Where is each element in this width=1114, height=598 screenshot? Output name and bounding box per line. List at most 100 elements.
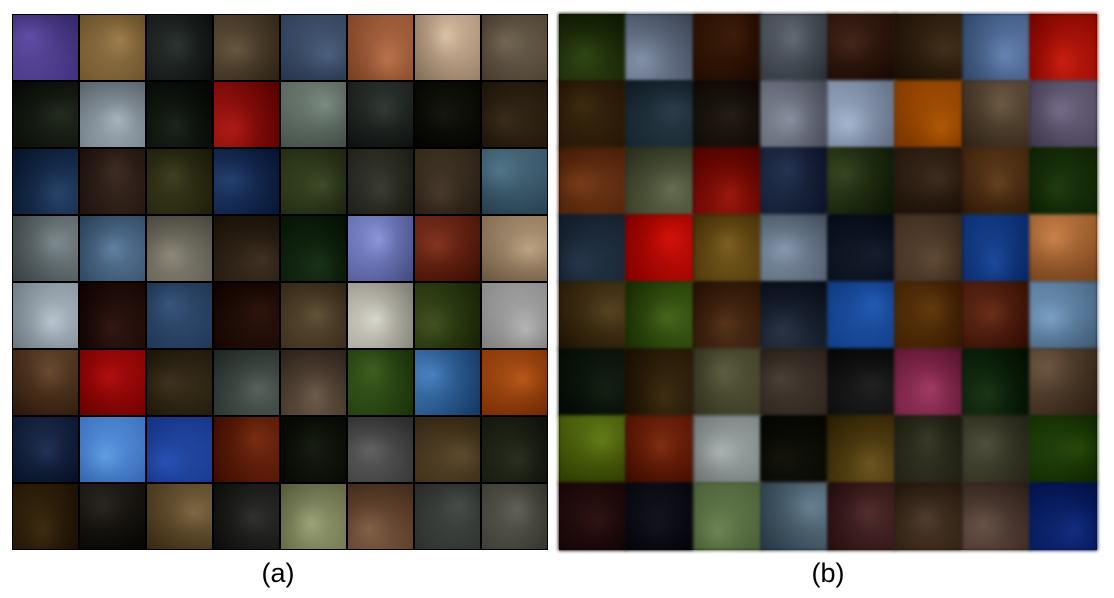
thumbnail-image: [961, 80, 1031, 149]
thumbnail-image: [80, 417, 145, 482]
thumbnail-image: [147, 216, 212, 281]
thumbnail-image: [827, 415, 896, 484]
thumbnail-image: [827, 348, 896, 417]
thumbnail-image: [625, 281, 695, 350]
thumbnail-image: [80, 484, 145, 549]
thumbnail-image: [13, 484, 78, 549]
thumbnail-image: [1029, 13, 1098, 82]
thumbnail-image: [827, 13, 896, 82]
thumbnail-image: [1029, 348, 1098, 417]
thumbnail-image: [482, 417, 547, 482]
thumbnail-image: [147, 15, 212, 80]
thumbnail-image: [281, 15, 346, 80]
thumbnail-image: [214, 417, 279, 482]
thumbnail-image: [214, 15, 279, 80]
thumbnail-image: [760, 13, 829, 82]
thumbnail-image: [692, 415, 762, 484]
thumbnail-image: [415, 350, 480, 415]
thumbnail-image: [558, 13, 627, 82]
thumbnail-image: [625, 348, 695, 417]
thumbnail-image: [80, 82, 145, 147]
thumbnail-image: [961, 348, 1031, 417]
thumbnail-image: [348, 283, 413, 348]
thumbnail-image: [692, 147, 762, 216]
thumbnail-image: [214, 484, 279, 549]
thumbnail-image: [894, 482, 964, 551]
thumbnail-image: [80, 149, 145, 214]
thumbnail-image: [894, 415, 964, 484]
thumbnail-image: [13, 82, 78, 147]
thumbnail-image: [827, 147, 896, 216]
thumbnail-image: [894, 214, 964, 283]
thumbnail-image: [894, 147, 964, 216]
thumbnail-image: [281, 350, 346, 415]
thumbnail-image: [894, 281, 964, 350]
thumbnail-image: [961, 147, 1031, 216]
thumbnail-image: [558, 348, 627, 417]
thumbnail-image: [760, 415, 829, 484]
thumbnail-image: [13, 283, 78, 348]
thumbnail-image: [348, 350, 413, 415]
thumbnail-image: [1029, 214, 1098, 283]
thumbnail-image: [13, 350, 78, 415]
thumbnail-image: [281, 484, 346, 549]
thumbnail-image: [348, 15, 413, 80]
thumbnail-image: [348, 82, 413, 147]
thumbnail-image: [894, 13, 964, 82]
thumbnail-image: [961, 13, 1031, 82]
thumbnail-image: [415, 82, 480, 147]
thumbnail-image: [894, 80, 964, 149]
thumbnail-image: [625, 482, 695, 551]
thumbnail-image: [1029, 415, 1098, 484]
thumbnail-image: [760, 80, 829, 149]
thumbnail-image: [760, 147, 829, 216]
thumbnail-image: [692, 482, 762, 551]
thumbnail-image: [1029, 281, 1098, 350]
thumbnail-image: [80, 350, 145, 415]
thumbnail-image: [692, 13, 762, 82]
thumbnail-image: [13, 15, 78, 80]
thumbnail-image: [482, 149, 547, 214]
thumbnail-image: [281, 216, 346, 281]
thumbnail-image: [625, 147, 695, 216]
thumbnail-image: [961, 281, 1031, 350]
thumbnail-image: [415, 15, 480, 80]
thumbnail-image: [13, 417, 78, 482]
thumbnail-image: [760, 214, 829, 283]
thumbnail-image: [625, 214, 695, 283]
thumbnail-image: [214, 82, 279, 147]
thumbnail-image: [281, 149, 346, 214]
thumbnail-image: [13, 149, 78, 214]
thumbnail-image: [482, 484, 547, 549]
thumbnail-image: [281, 283, 346, 348]
caption-a: (a): [261, 558, 295, 588]
thumbnail-image: [827, 214, 896, 283]
thumbnail-image: [558, 482, 627, 551]
caption-b: (b): [811, 558, 845, 588]
thumbnail-image: [692, 281, 762, 350]
thumbnail-image: [147, 417, 212, 482]
thumbnail-image: [147, 82, 212, 147]
thumbnail-image: [13, 216, 78, 281]
thumbnail-image: [214, 216, 279, 281]
thumbnail-image: [147, 283, 212, 348]
thumbnail-image: [415, 484, 480, 549]
thumbnail-image: [415, 283, 480, 348]
thumbnail-image: [827, 281, 896, 350]
thumbnail-image: [147, 484, 212, 549]
thumbnail-image: [760, 348, 829, 417]
image-grid-a: [12, 14, 548, 550]
thumbnail-image: [348, 149, 413, 214]
thumbnail-image: [214, 149, 279, 214]
thumbnail-image: [961, 415, 1031, 484]
thumbnail-image: [214, 350, 279, 415]
thumbnail-image: [1029, 80, 1098, 149]
thumbnail-image: [415, 216, 480, 281]
thumbnail-image: [827, 482, 896, 551]
thumbnail-image: [558, 281, 627, 350]
thumbnail-image: [692, 214, 762, 283]
thumbnail-image: [558, 415, 627, 484]
thumbnail-image: [625, 415, 695, 484]
thumbnail-image: [415, 149, 480, 214]
thumbnail-image: [482, 15, 547, 80]
